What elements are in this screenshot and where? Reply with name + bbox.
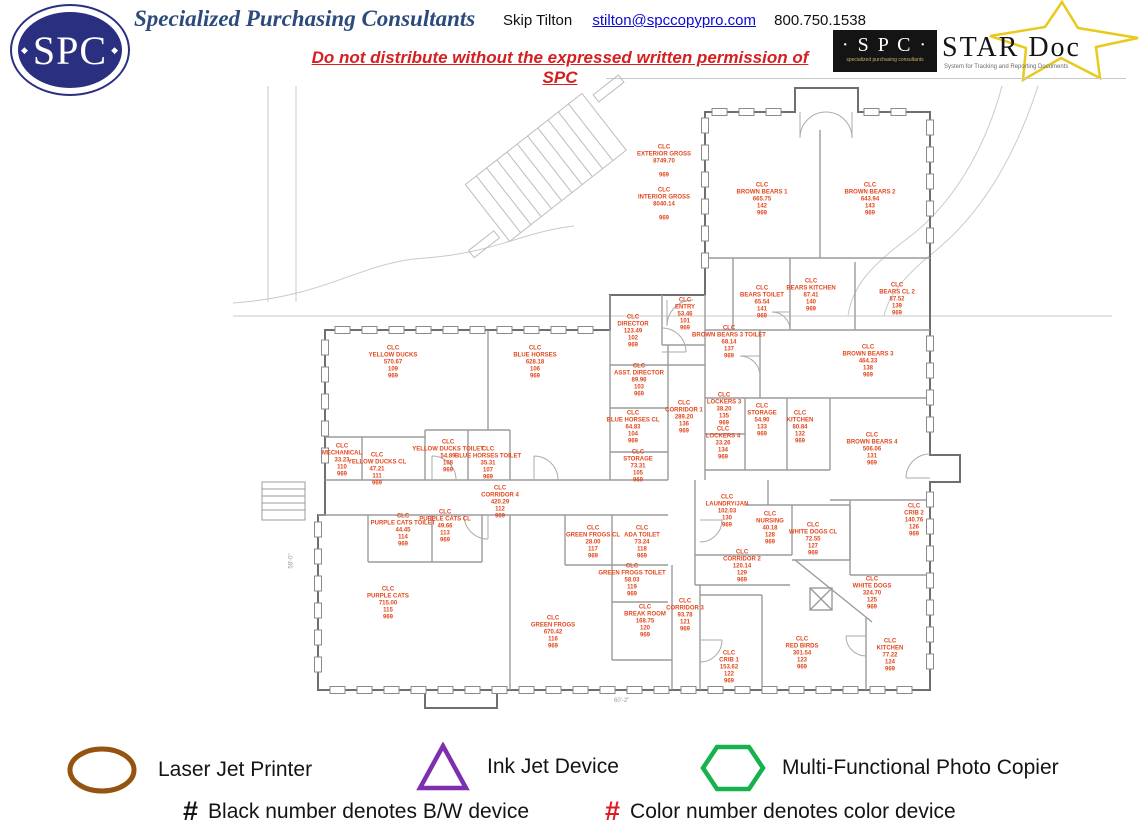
room-label-corridor-2: CLC CORRIDOR 2 120.14 129 969 [723, 549, 761, 584]
stardoc-logo: · S P C · specialized purchasing consult… [606, 0, 1140, 84]
room-label-blue-horses-cl: CLC BLUE HORSES CL 64.83 104 969 [606, 410, 660, 445]
room-label-green-frogs-cl: CLC GREEN FROGS CL 28.00 117 969 [565, 525, 621, 560]
legend-photo-copier: Multi-Functional Photo Copier [700, 743, 1059, 793]
company-title: Specialized Purchasing Consultants [134, 6, 476, 31]
ink-jet-triangle-icon [416, 742, 470, 791]
room-label-brown-bears-3: CLC BROWN BEARS 3 464.33 138 969 [842, 344, 894, 379]
room-label-nursing: CLC NURSING 40.18 128 969 [756, 511, 784, 546]
photocopier-hexagon-icon [700, 744, 766, 792]
room-label-green-frogs-toilet: CLC GREEN FROGS TOILET 58.03 119 969 [598, 563, 666, 598]
note-text: Color number denotes color device [630, 799, 956, 823]
dimension-left: 58'-0" [288, 553, 295, 569]
black-hash-icon: # [183, 796, 199, 826]
diamond-icon: ◆ [111, 44, 119, 55]
room-label-blue-horses-toilet: CLC BLUE HORSES TOILET 35.31 107 969 [454, 446, 522, 481]
site-lines [232, 85, 1112, 317]
room-label-brown-bears-1: CLC BROWN BEARS 1 665.75 142 969 [736, 182, 788, 217]
legend-label: Multi-Functional Photo Copier [782, 756, 1059, 779]
room-label-purple-cats: CLC PURPLE CATS 715.00 115 969 [367, 586, 409, 621]
room-label-yellow-ducks-toilet: CLC YELLOW DUCKS TOILET 54.89 108 969 [412, 439, 484, 474]
dimension-bottom: 60'-2" [614, 698, 630, 704]
stardoc-spc-text: · S P C · [841, 34, 929, 56]
legend-note-bw: # Black number denotes B/W device [183, 796, 529, 827]
legend-label: Ink Jet Device [487, 755, 619, 778]
contact-email-link[interactable]: stilton@spccopypro.com [592, 12, 756, 29]
room-label-corridor-4: CLC CORRIDOR 4 420.29 112 969 [481, 485, 519, 520]
room-label-crib-2: CLC CRIB 2 140.76 126 969 [904, 503, 924, 538]
window-ticks [314, 108, 934, 694]
room-label-ada-toilet: CLC ADA TOILET 73.24 118 969 [624, 525, 660, 560]
room-label-bears-kitchen: CLC BEARS KITCHEN 87.41 140 969 [786, 278, 836, 313]
laser-jet-ellipse-icon [67, 746, 137, 794]
star-icon [989, 0, 1139, 83]
room-label-red-birds: CLC RED BIRDS 301.54 123 969 [785, 636, 819, 671]
room-label-brown-bears-4: CLC BROWN BEARS 4 506.06 131 969 [846, 432, 898, 467]
room-label-lockers-3: CLC LOCKERS 3 38.20 135 969 [706, 392, 742, 427]
room-label-brown-bears-3-toilet: CLC BROWN BEARS 3 TOILET 68.14 137 969 [692, 325, 766, 360]
contact-phone: 800.750.1538 [774, 12, 866, 29]
room-label-laundry-jan: CLC LAUNDRY/JAN 102.03 130 969 [705, 494, 749, 529]
legend-note-color: # Color number denotes color device [605, 796, 956, 827]
room-label-storage: CLC STORAGE 73.31 105 969 [623, 449, 653, 484]
stairs [261, 481, 306, 521]
room-label-kitchen: CLC KITCHEN 80.84 132 969 [786, 410, 814, 445]
room-label-mechanical: CLC MECHANICAL 33.23 110 969 [321, 443, 363, 478]
room-label-break-room: CLC BREAK ROOM 168.75 120 969 [624, 604, 666, 639]
room-label-bears-cl-2: CLC BEARS CL 2 87.52 139 969 [879, 282, 915, 317]
room-label-entry: CLC ENTRY 53.46 101 969 [674, 297, 696, 332]
diamond-icon: ◆ [20, 44, 29, 55]
room-label-purple-cats-toilet: CLC PURPLE CATS TOILET 44.45 114 969 [370, 513, 436, 548]
room-label-brown-bears-2: CLC BROWN BEARS 2 643.94 143 969 [844, 182, 896, 217]
contact-name: Skip Tilton [503, 12, 573, 29]
red-hash-icon: # [605, 796, 621, 826]
room-label-storage: CLC STORAGE 54.90 133 969 [747, 403, 777, 438]
header-divider [606, 78, 1126, 79]
room-label-corridor-1: CLC CORRIDOR 1 289.20 136 969 [665, 400, 703, 435]
legend-laser-jet: Laser Jet Printer [62, 744, 312, 796]
hatch-area [464, 74, 627, 259]
legend-label: Laser Jet Printer [158, 758, 313, 781]
room-label-yellow-ducks-cl: CLC YELLOW DUCKS CL 47.21 111 969 [347, 452, 407, 487]
stardoc-spc-box: · S P C · specialized purchasing consult… [833, 30, 937, 72]
plan-linework [232, 74, 1112, 709]
note-text: Black number denotes B/W device [208, 799, 530, 823]
room-label-director: CLC DIRECTOR 123.49 102 969 [617, 314, 649, 349]
room-label-crib-1: CLC CRIB 1 153.62 122 969 [719, 650, 739, 685]
room-label-exterior-gross: CLC EXTERIOR GROSS 8749.70 969 [636, 144, 692, 179]
room-label-kitchen: CLC KITCHEN 77.22 124 969 [876, 638, 904, 673]
spc-logo-icon: ◆ SPC ◆ [10, 4, 130, 96]
stardoc-tagline: System for Tracking and Reporting Docume… [944, 64, 1069, 70]
logo-text: SPC [32, 27, 108, 73]
contact-info: Skip Tilton stilton@spccopypro.com 800.7… [503, 12, 866, 29]
room-label-white-dogs-cl: CLC WHITE DOGS CL 72.55 127 969 [788, 522, 838, 557]
exterior-walls [317, 87, 961, 709]
room-label-corridor-3: CLC CORRIDOR 3 93.78 121 969 [666, 598, 704, 633]
room-label-blue-horses: CLC BLUE HORSES 628.18 106 969 [513, 345, 557, 380]
stardoc-name: STAR Doc [942, 32, 1081, 63]
room-label-green-frogs: CLC GREEN FROGS 670.42 116 969 [530, 615, 576, 650]
legend-ink-jet: Ink Jet Device [415, 742, 619, 792]
interior-walls [318, 130, 930, 690]
distribution-warning: Do not distribute without the expressed … [311, 48, 809, 87]
room-label-asst-director: CLC ASST. DIRECTOR 89.96 103 969 [614, 363, 664, 398]
door-arcs [431, 111, 931, 663]
room-label-purple-cats-cl: CLC PURPLE CATS CL 49.66 113 969 [419, 509, 471, 544]
room-label-yellow-ducks: CLC YELLOW DUCKS 570.67 109 969 [368, 345, 418, 380]
room-label-white-dogs: CLC WHITE DOGS 324.70 125 969 [852, 576, 892, 611]
room-label-bears-toilet: CLC BEARS TOILET 65.54 141 969 [740, 285, 784, 320]
room-label-interior-gross: CLC INTERIOR GROSS 8040.14 969 [637, 187, 691, 222]
room-label-lockers-4: CLC LOCKERS 4 33.26 134 969 [705, 426, 741, 461]
stardoc-spc-subtext: specialized purchasing consultants [846, 57, 924, 63]
